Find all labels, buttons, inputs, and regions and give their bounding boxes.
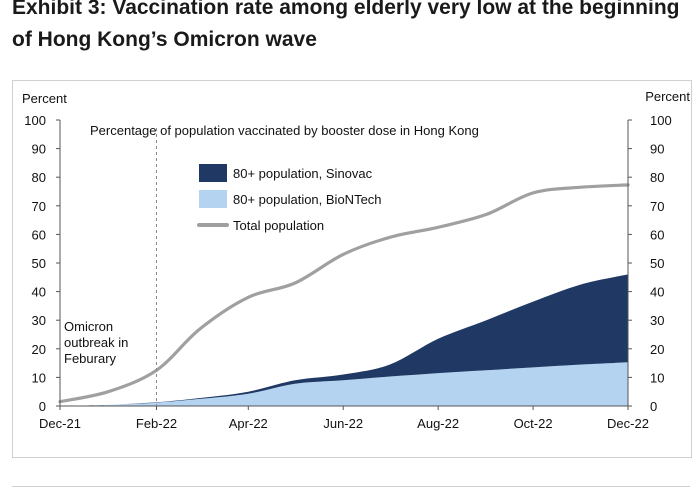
legend: 80+ population, Sinovac 80+ population, … [197,164,382,233]
y-tick-label-left: 20 [32,342,46,357]
x-tick-label: Feb-22 [136,416,177,431]
y-tick-label-left: 10 [32,370,46,385]
axes-layer: 0 0 10 10 20 20 30 30 40 40 50 50 60 60 70 70 80 80 90 90 10… [24,113,671,431]
chart-title-line-2: of Hong Kong’s Omicron wave [12,28,317,51]
chart-title-line-1: Exhibit 3: Vaccination rate among elderl… [12,0,680,19]
x-tick-label: Dec-22 [607,416,649,431]
y-tick-label-left: 80 [32,170,46,185]
x-tick-label: Dec-21 [39,416,81,431]
annotation-line: Omicron [64,319,113,334]
legend-swatch-sinovac [199,164,227,182]
y-axis-label-left: Percent [22,91,67,106]
footer-divider [12,486,690,487]
series-area-80-population-biontech [60,362,628,406]
y-tick-label-right: 70 [650,199,664,214]
y-tick-label-right: 60 [650,227,664,242]
legend-label-total: Total population [233,218,324,233]
y-tick-label-right: 10 [650,370,664,385]
annotation-line: Feburary [64,351,117,366]
x-tick-label: Apr-22 [229,416,268,431]
chart-title: Exhibit 3: Vaccination rate among elderl… [12,0,700,56]
legend-label-sinovac: 80+ population, Sinovac [233,166,373,181]
y-tick-label-left: 70 [32,199,46,214]
y-tick-label-left: 60 [32,227,46,242]
y-tick-label-right: 30 [650,313,664,328]
y-axis-label-right: Percent [645,89,690,104]
y-tick-label-right: 100 [650,113,672,128]
x-tick-label: Jun-22 [323,416,363,431]
y-tick-label-right: 40 [650,285,664,300]
y-tick-label-right: 80 [650,170,664,185]
x-tick-label: Oct-22 [514,416,553,431]
annotation-line: outbreak in [64,335,128,350]
legend-swatch-biontech [199,190,227,208]
y-tick-label-left: 40 [32,285,46,300]
y-tick-label-right: 0 [650,399,657,414]
y-tick-label-right: 50 [650,256,664,271]
y-tick-label-left: 50 [32,256,46,271]
chart-subtitle: Percentage of population vaccinated by b… [90,123,479,138]
y-tick-label-left: 30 [32,313,46,328]
x-tick-label: Aug-22 [417,416,459,431]
legend-label-biontech: 80+ population, BioNTech [233,192,382,207]
chart-frame [12,80,692,458]
y-tick-label-left: 100 [24,113,46,128]
y-tick-label-right: 20 [650,342,664,357]
y-tick-label-left: 90 [32,142,46,157]
area-layer [60,274,628,406]
series-area-80-population-sinovac [60,274,628,406]
y-tick-label-right: 90 [650,142,664,157]
y-tick-label-left: 0 [39,399,46,414]
